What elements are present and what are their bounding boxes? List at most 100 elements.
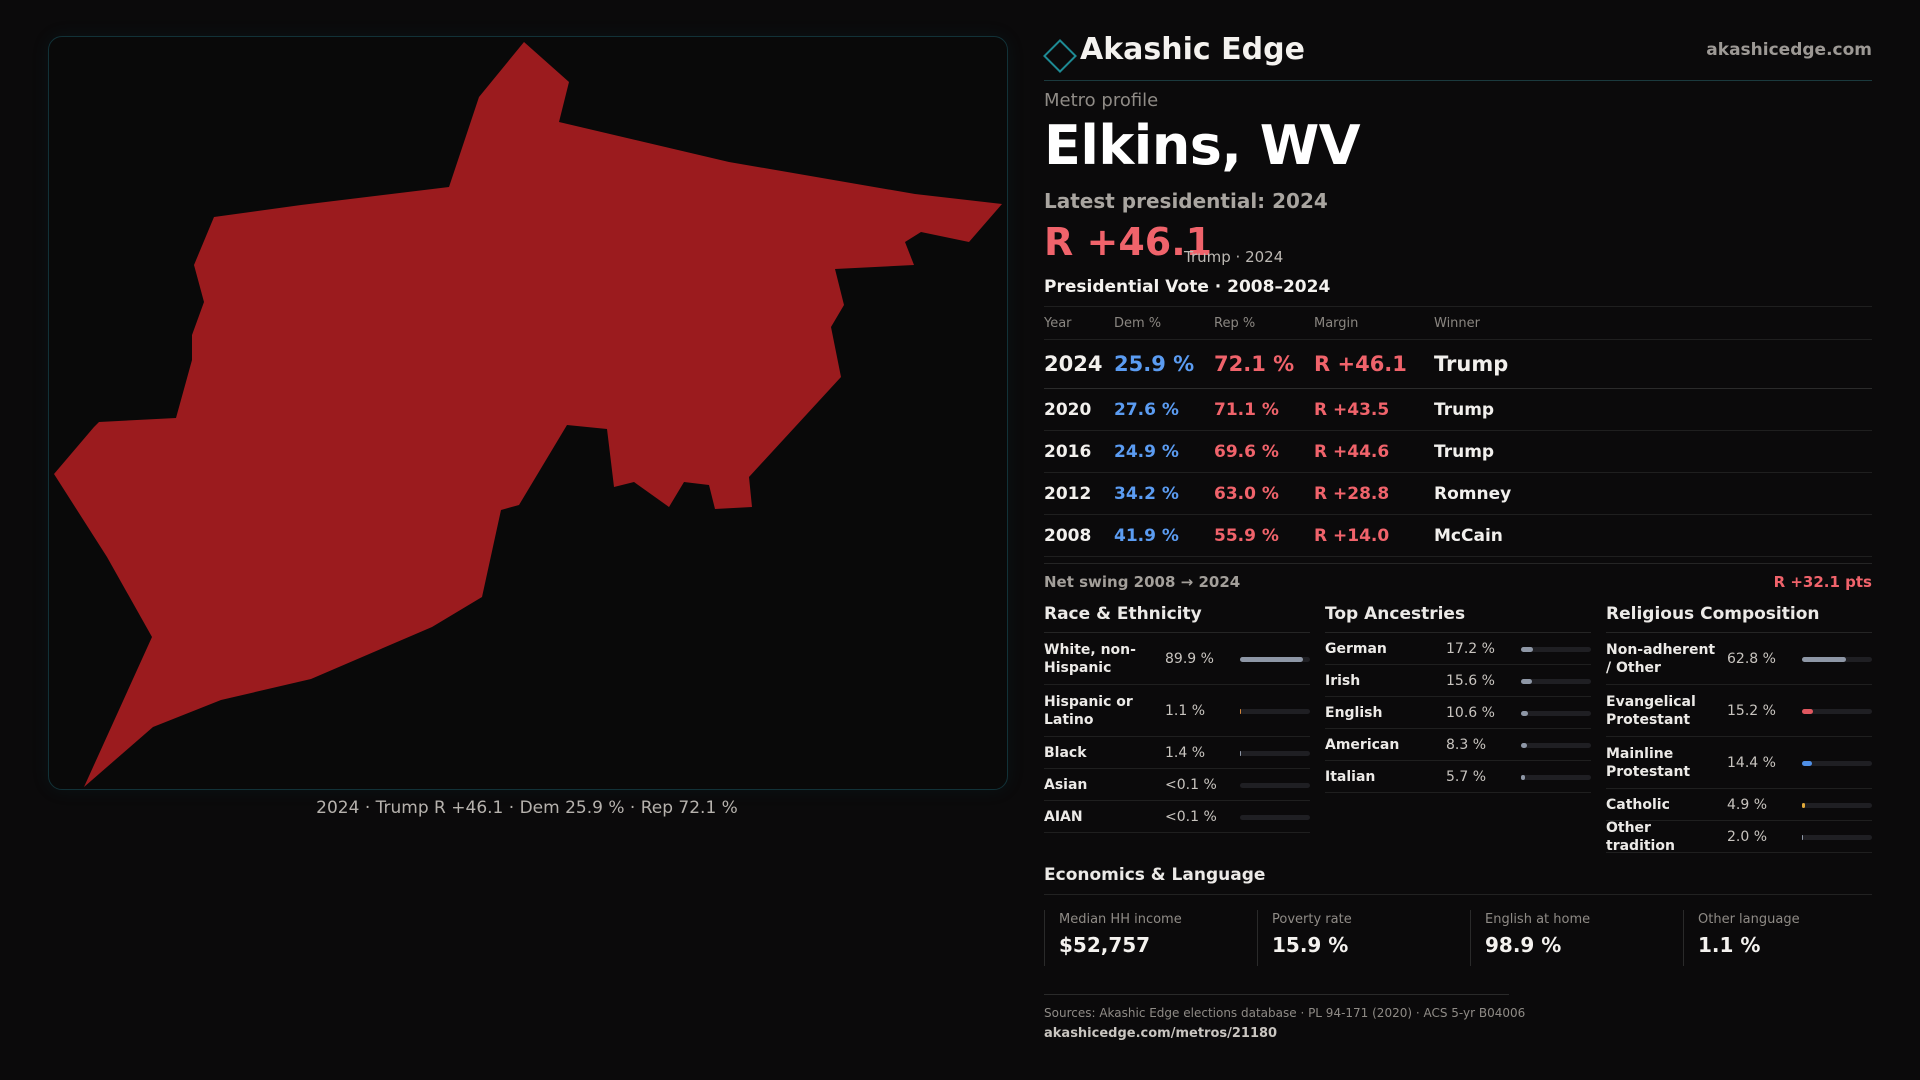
vote-table-title: Presidential Vote · 2008–2024 [1044, 277, 1331, 297]
bar-fill [1521, 646, 1534, 652]
list-item: Black 1.4 % [1044, 737, 1310, 769]
demo-value: 5.7 % [1446, 768, 1487, 785]
demo-label: German [1325, 640, 1387, 657]
row-dem: 34.2 % [1114, 472, 1214, 515]
list-item: Irish 15.6 % [1325, 665, 1591, 697]
table-header-row: Year Dem % Rep % Margin Winner [1044, 306, 1872, 340]
demo-value: <0.1 % [1165, 776, 1217, 793]
demo-label: Catholic [1606, 796, 1670, 813]
bar-fill [1802, 708, 1813, 714]
net-swing-row: Net swing 2008 → 2024 R +32.1 pts [1044, 563, 1872, 600]
list-item: Asian <0.1 % [1044, 769, 1310, 801]
ancestries-section: Top Ancestries German 17.2 % Irish 15.6 … [1325, 600, 1591, 793]
metro-boundary-map [54, 42, 1002, 787]
row-winner: Trump [1434, 430, 1872, 473]
econ-value: $52,757 [1059, 933, 1151, 957]
demo-label: American [1325, 736, 1400, 753]
list-item: AIAN <0.1 % [1044, 801, 1310, 833]
bar-track [1521, 678, 1591, 684]
bar-fill [1802, 802, 1806, 808]
row-year: 2012 [1044, 472, 1114, 515]
metro-map-panel [48, 36, 1008, 790]
list-item: Italian 5.7 % [1325, 761, 1591, 793]
metro-profile-panel: Akashic Edge akashicedge.com Metro profi… [1043, 0, 1872, 1080]
row-winner: McCain [1434, 514, 1872, 557]
demo-label: Mainline Protestant [1606, 745, 1691, 780]
brand-name[interactable]: Akashic Edge [1080, 32, 1305, 67]
bar-fill [1240, 750, 1242, 756]
list-item: Hispanic or Latino 1.1 % [1044, 685, 1310, 737]
bar-track [1802, 834, 1872, 840]
bar-track [1802, 802, 1872, 808]
demo-value: 15.2 % [1727, 702, 1776, 719]
bar-fill [1240, 656, 1303, 662]
econ-card-other-language: Other language 1.1 % [1683, 910, 1896, 966]
econ-value: 15.9 % [1272, 933, 1349, 957]
list-item: German 17.2 % [1325, 633, 1591, 665]
ancestries-title: Top Ancestries [1325, 600, 1591, 633]
latest-winner-sub: Trump · 2024 [1184, 248, 1284, 266]
brand-url-link[interactable]: akashicedge.com [1706, 40, 1872, 60]
row-year: 2008 [1044, 514, 1114, 557]
metro-boundary-shape[interactable] [54, 42, 1002, 787]
list-item: Evangelical Protestant 15.2 % [1606, 685, 1872, 737]
row-dem: 25.9 % [1114, 339, 1214, 389]
row-margin: R +43.5 [1314, 388, 1434, 431]
row-margin: R +46.1 [1314, 339, 1434, 389]
row-rep: 69.6 % [1214, 430, 1314, 473]
bar-fill [1521, 774, 1525, 780]
demo-value: 14.4 % [1727, 754, 1776, 771]
demo-label: English [1325, 704, 1383, 721]
row-rep: 72.1 % [1214, 339, 1314, 389]
race-ethnicity-section: Race & Ethnicity White, non-Hispanic 89.… [1044, 600, 1310, 833]
page-kicker: Metro profile [1044, 90, 1159, 111]
econ-value: 98.9 % [1485, 933, 1562, 957]
demo-value: 1.4 % [1165, 744, 1206, 761]
bar-fill [1802, 760, 1813, 766]
latest-presidential-label: Latest presidential: 2024 [1044, 189, 1328, 213]
list-item: Other tradition 2.0 % [1606, 820, 1872, 854]
bar-fill [1521, 678, 1532, 684]
row-winner: Romney [1434, 472, 1872, 515]
demo-label: AIAN [1044, 808, 1083, 825]
race-ethnicity-title: Race & Ethnicity [1044, 600, 1310, 633]
econ-label: Poverty rate [1272, 912, 1352, 927]
bar-track [1240, 708, 1310, 714]
bar-fill [1240, 708, 1242, 714]
page-title: Elkins, WV [1044, 114, 1361, 177]
metro-url-link[interactable]: akashicedge.com/metros/21180 [1044, 1026, 1278, 1041]
econ-label: Other language [1698, 912, 1800, 927]
demo-label: Hispanic or Latino [1044, 693, 1133, 728]
demo-value: 1.1 % [1165, 702, 1206, 719]
list-item: White, non-Hispanic 89.9 % [1044, 633, 1310, 685]
demo-value: 8.3 % [1446, 736, 1487, 753]
demo-value: 17.2 % [1446, 640, 1495, 657]
list-item: Non-adherent / Other 62.8 % [1606, 633, 1872, 685]
row-rep: 55.9 % [1214, 514, 1314, 557]
bar-track [1240, 782, 1310, 788]
econ-label: English at home [1485, 912, 1591, 927]
table-row: 2020 27.6 % 71.1 % R +43.5 Trump [1044, 388, 1872, 431]
row-winner: Trump [1434, 388, 1872, 431]
sources-text: Sources: Akashic Edge elections database… [1044, 1006, 1526, 1020]
row-margin: R +14.0 [1314, 514, 1434, 557]
econ-label: Median HH income [1059, 912, 1182, 927]
demo-label: Italian [1325, 768, 1376, 785]
economics-title: Economics & Language [1044, 865, 1266, 885]
divider [1044, 994, 1509, 995]
row-margin: R +44.6 [1314, 430, 1434, 473]
latest-margin-value: R +46.1 [1044, 220, 1213, 264]
row-year: 2024 [1044, 339, 1114, 389]
row-dem: 27.6 % [1114, 388, 1214, 431]
bar-track [1521, 742, 1591, 748]
demo-value: 89.9 % [1165, 650, 1214, 667]
column-header-year: Year [1044, 306, 1114, 340]
demo-value: 2.0 % [1727, 828, 1768, 845]
bar-track [1521, 710, 1591, 716]
table-row: 2024 25.9 % 72.1 % R +46.1 Trump [1044, 339, 1872, 389]
bar-track [1521, 774, 1591, 780]
demo-label: Non-adherent / Other [1606, 641, 1716, 676]
demo-label: Asian [1044, 776, 1088, 793]
net-swing-label: Net swing 2008 → 2024 [1044, 573, 1241, 591]
table-row: 2016 24.9 % 69.6 % R +44.6 Trump [1044, 430, 1872, 473]
